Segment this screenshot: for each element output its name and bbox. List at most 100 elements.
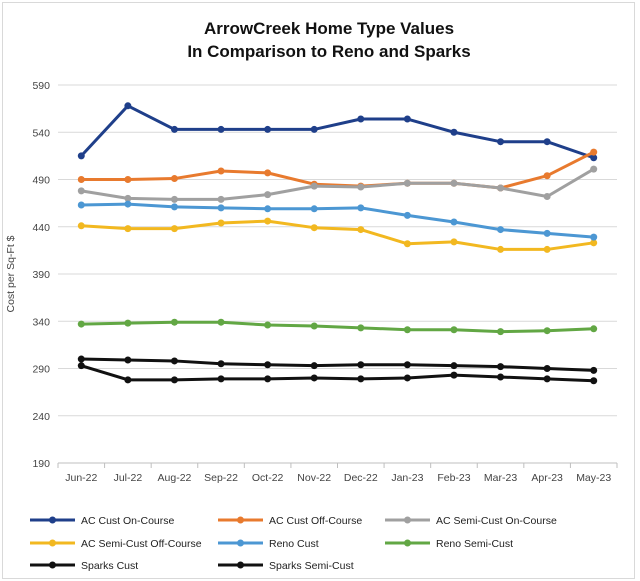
data-point <box>170 195 178 203</box>
data-point <box>310 224 318 232</box>
x-tick-label: Jul-22 <box>114 472 143 484</box>
legend-label: Reno Semi-Cust <box>436 538 513 550</box>
legend-marker <box>237 516 244 524</box>
data-point <box>497 184 505 192</box>
data-point <box>217 167 225 175</box>
legend-item: Sparks Semi-Cust <box>218 560 354 572</box>
series-line <box>81 320 594 334</box>
series-line <box>81 357 594 372</box>
series-line <box>81 202 594 239</box>
data-point <box>357 375 365 383</box>
data-point <box>590 165 598 173</box>
x-tick-label: May-23 <box>576 472 611 484</box>
data-point <box>264 217 272 225</box>
data-point <box>170 318 178 326</box>
series-line <box>80 104 595 160</box>
y-tick-label: 240 <box>32 411 50 423</box>
data-point <box>124 102 132 110</box>
legend-item: Reno Semi-Cust <box>385 538 513 550</box>
x-tick-label: Jun-22 <box>65 472 97 484</box>
data-point <box>217 318 225 326</box>
data-point <box>217 204 225 212</box>
data-point <box>357 204 365 212</box>
data-point <box>77 201 85 209</box>
data-point <box>403 374 411 382</box>
y-tick-label: 190 <box>32 458 50 470</box>
data-point <box>497 138 505 146</box>
data-point <box>497 245 505 253</box>
data-point <box>310 362 318 370</box>
data-point <box>124 376 132 384</box>
x-tick-label: Dec-22 <box>344 472 378 484</box>
data-point <box>77 152 85 160</box>
legend-marker <box>49 561 56 569</box>
data-point <box>403 240 411 248</box>
series-sparks-semi-cust <box>77 362 598 385</box>
data-point <box>590 148 598 156</box>
legend-label: AC Cust Off-Course <box>269 515 362 527</box>
legend-label: AC Semi-Cust On-Course <box>436 515 557 527</box>
data-point <box>124 194 132 202</box>
data-point <box>357 115 365 123</box>
legend-label: AC Semi-Cust Off-Course <box>81 538 202 550</box>
series-line <box>81 167 595 201</box>
y-tick-label: 490 <box>32 175 50 187</box>
data-point <box>264 205 272 213</box>
data-point <box>497 373 505 381</box>
data-point <box>543 193 551 201</box>
legend-label: Reno Cust <box>269 538 319 550</box>
data-point <box>77 362 85 370</box>
x-tick-label: Apr-23 <box>531 472 563 484</box>
data-point <box>450 371 458 379</box>
legend-item: AC Cust Off-Course <box>218 515 362 527</box>
chart-title-line-1: ArrowCreek Home Type Values <box>204 19 454 38</box>
y-tick-label: 340 <box>32 316 50 328</box>
data-point <box>403 115 411 123</box>
legend-label: AC Cust On-Course <box>81 515 175 527</box>
y-tick-label: 440 <box>32 222 50 234</box>
series-reno-semi-cust <box>77 318 598 336</box>
legend-marker <box>404 539 411 547</box>
series-ac-semi-cust-off-course <box>77 217 598 253</box>
data-point <box>124 356 132 364</box>
legend-marker <box>49 539 56 547</box>
data-point <box>264 321 272 329</box>
data-point <box>264 375 272 383</box>
data-point <box>310 125 318 133</box>
data-point <box>77 176 85 183</box>
data-point <box>264 169 272 177</box>
data-point <box>310 322 318 330</box>
data-point <box>357 226 365 234</box>
data-point <box>403 326 411 334</box>
data-point <box>543 172 551 180</box>
data-point <box>310 374 318 382</box>
data-point <box>170 203 178 211</box>
data-point <box>590 366 598 374</box>
series-ac-semi-cust-on-course <box>77 165 598 203</box>
legend-marker <box>237 539 244 547</box>
data-point <box>217 125 225 133</box>
data-point <box>543 365 551 372</box>
data-point <box>264 191 272 199</box>
data-point <box>124 319 132 327</box>
data-point <box>357 324 365 332</box>
data-point <box>450 362 458 370</box>
data-point <box>403 211 411 219</box>
y-axis-label: Cost per Sq-Ft $ <box>5 235 17 312</box>
data-point <box>170 175 178 183</box>
data-point <box>170 357 178 365</box>
data-point <box>77 222 85 230</box>
data-point <box>450 128 458 136</box>
data-point <box>77 355 85 363</box>
x-tick-label: Oct-22 <box>252 472 284 484</box>
data-point <box>217 375 225 383</box>
y-tick-label: 540 <box>32 127 50 139</box>
y-tick-label: 290 <box>32 364 50 376</box>
data-point <box>217 360 225 368</box>
data-point <box>497 363 505 371</box>
data-point <box>264 361 272 369</box>
data-point <box>310 182 318 190</box>
data-point <box>170 225 178 233</box>
x-tick-label: Aug-22 <box>158 472 192 484</box>
data-point <box>497 226 505 234</box>
